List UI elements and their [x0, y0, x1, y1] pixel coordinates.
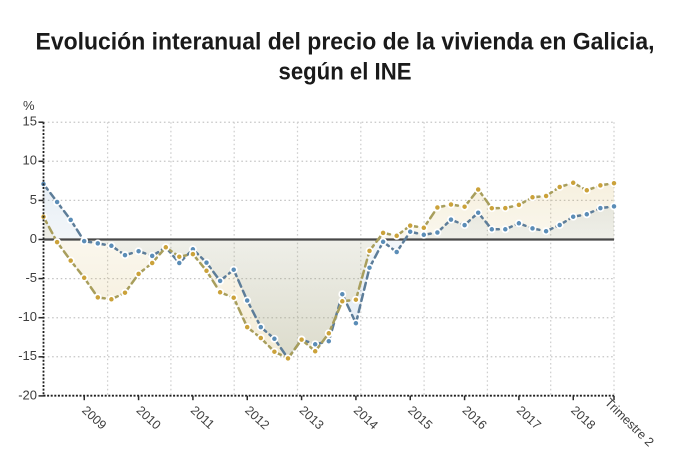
svg-text:-15: -15: [18, 348, 37, 363]
svg-text:5: 5: [30, 192, 37, 207]
svg-text:%: %: [23, 98, 35, 113]
svg-text:0: 0: [30, 231, 37, 246]
svg-text:-20: -20: [18, 387, 37, 402]
svg-text:15: 15: [23, 114, 37, 129]
svg-text:10: 10: [23, 153, 37, 168]
svg-text:-5: -5: [25, 270, 37, 285]
svg-text:según el INE: según el INE: [279, 58, 412, 85]
svg-text:Evolución interanual del preci: Evolución interanual del precio de la vi…: [36, 29, 655, 56]
svg-text:-10: -10: [18, 309, 37, 324]
